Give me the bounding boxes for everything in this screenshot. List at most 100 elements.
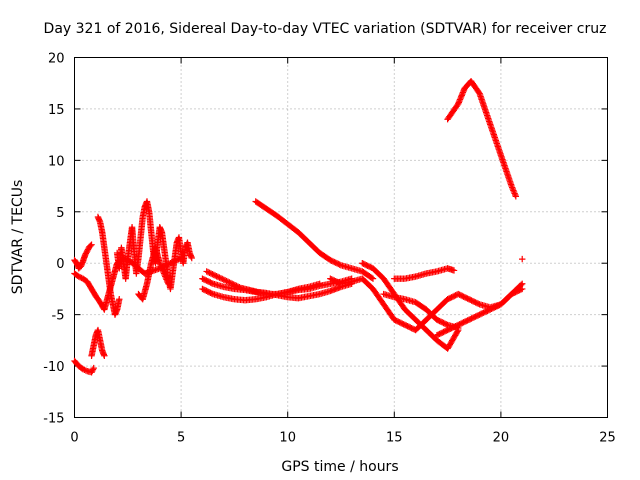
y-tick-label: -15	[43, 412, 64, 427]
x-tick-label: 15	[386, 431, 403, 446]
data-point	[84, 247, 91, 255]
data-point	[76, 274, 84, 281]
y-axis-label: SDTVAR / TECUs	[10, 180, 26, 295]
data-point	[82, 367, 90, 374]
data-point	[519, 255, 526, 263]
series-seg-o	[391, 265, 458, 282]
data-point	[75, 273, 82, 280]
series-seg-g	[135, 244, 172, 303]
series-seg-p	[433, 280, 526, 339]
x-tick-label: 25	[599, 431, 616, 446]
data-point	[89, 367, 96, 375]
data-point	[231, 281, 239, 289]
data-point	[90, 364, 97, 372]
data-point	[226, 279, 233, 286]
data-point	[234, 283, 242, 290]
data-point	[204, 268, 212, 276]
data-point	[508, 182, 515, 190]
x-tick-label: 5	[177, 431, 185, 446]
series-seg-r	[519, 255, 526, 263]
data-point	[223, 277, 230, 285]
chart-title: Day 321 of 2016, Sidereal Day-to-day VTE…	[44, 21, 607, 37]
data-point	[214, 273, 222, 281]
data-point	[159, 267, 167, 274]
data-point	[206, 269, 213, 277]
y-tick-label: -5	[52, 309, 65, 324]
data-point	[88, 369, 95, 376]
data-point	[229, 280, 236, 287]
data-point	[216, 274, 223, 281]
data-point	[512, 191, 519, 199]
data-point	[157, 262, 165, 270]
data-point	[88, 241, 95, 248]
x-tick-label: 20	[493, 431, 510, 446]
y-tick-label: 15	[48, 103, 65, 118]
data-point	[336, 261, 343, 268]
series-seg-e	[94, 213, 123, 318]
data-point	[79, 365, 87, 373]
data-point	[208, 290, 215, 297]
data-point	[164, 279, 171, 286]
x-tick-label: 0	[70, 431, 78, 446]
data-point	[212, 272, 219, 279]
data-point	[156, 260, 163, 267]
data-point	[101, 352, 108, 359]
x-axis-label: GPS time / hours	[281, 459, 398, 475]
data-point	[203, 268, 210, 275]
y-tick-label: 10	[48, 154, 65, 169]
data-point	[219, 275, 226, 283]
series-seg-c	[88, 326, 108, 359]
data-point	[443, 321, 450, 328]
data-point	[368, 274, 375, 282]
data-point	[83, 249, 90, 256]
data-point	[158, 264, 165, 271]
x-tick-label: 10	[279, 431, 296, 446]
data-point	[230, 281, 237, 288]
data-point	[210, 271, 217, 279]
data-point	[160, 270, 168, 277]
data-point	[207, 270, 215, 277]
data-point	[82, 250, 90, 257]
series-seg-b	[71, 357, 97, 376]
data-point	[475, 300, 482, 307]
data-point	[81, 251, 89, 259]
data-point	[165, 280, 172, 287]
data-point	[510, 188, 518, 196]
data-point	[227, 279, 235, 287]
data-point	[163, 277, 171, 285]
series-seg-k	[252, 198, 377, 282]
data-point	[81, 366, 88, 374]
data-point	[213, 273, 220, 280]
data-point	[208, 279, 215, 287]
series-seg-q	[444, 77, 520, 200]
data-point	[511, 190, 518, 197]
data-point	[209, 270, 216, 278]
series-seg-d	[71, 241, 95, 272]
data-point	[157, 261, 164, 268]
series-seg-j	[203, 268, 355, 302]
series-seg-l	[327, 275, 526, 334]
series-seg-m	[359, 260, 462, 352]
data-point	[221, 277, 229, 284]
data-point	[217, 275, 225, 282]
data-point	[116, 296, 123, 303]
data-point	[161, 271, 168, 279]
data-point	[163, 276, 170, 283]
data-point	[162, 273, 169, 280]
y-tick-label: 5	[56, 206, 64, 221]
data-point	[236, 284, 243, 291]
y-tick-label: -10	[43, 360, 64, 375]
data-point	[510, 187, 517, 194]
y-tick-label: 20	[48, 52, 65, 67]
data-point	[509, 185, 516, 193]
data-point	[233, 282, 240, 290]
x-axis-ticks: 0 5 10 15 20 25	[70, 57, 616, 446]
data-point	[224, 278, 232, 285]
data-point	[512, 193, 520, 200]
plot-frame	[74, 57, 608, 418]
data-point	[87, 242, 94, 249]
data-point	[517, 281, 525, 289]
data-point	[454, 328, 461, 335]
data-point	[316, 280, 323, 287]
